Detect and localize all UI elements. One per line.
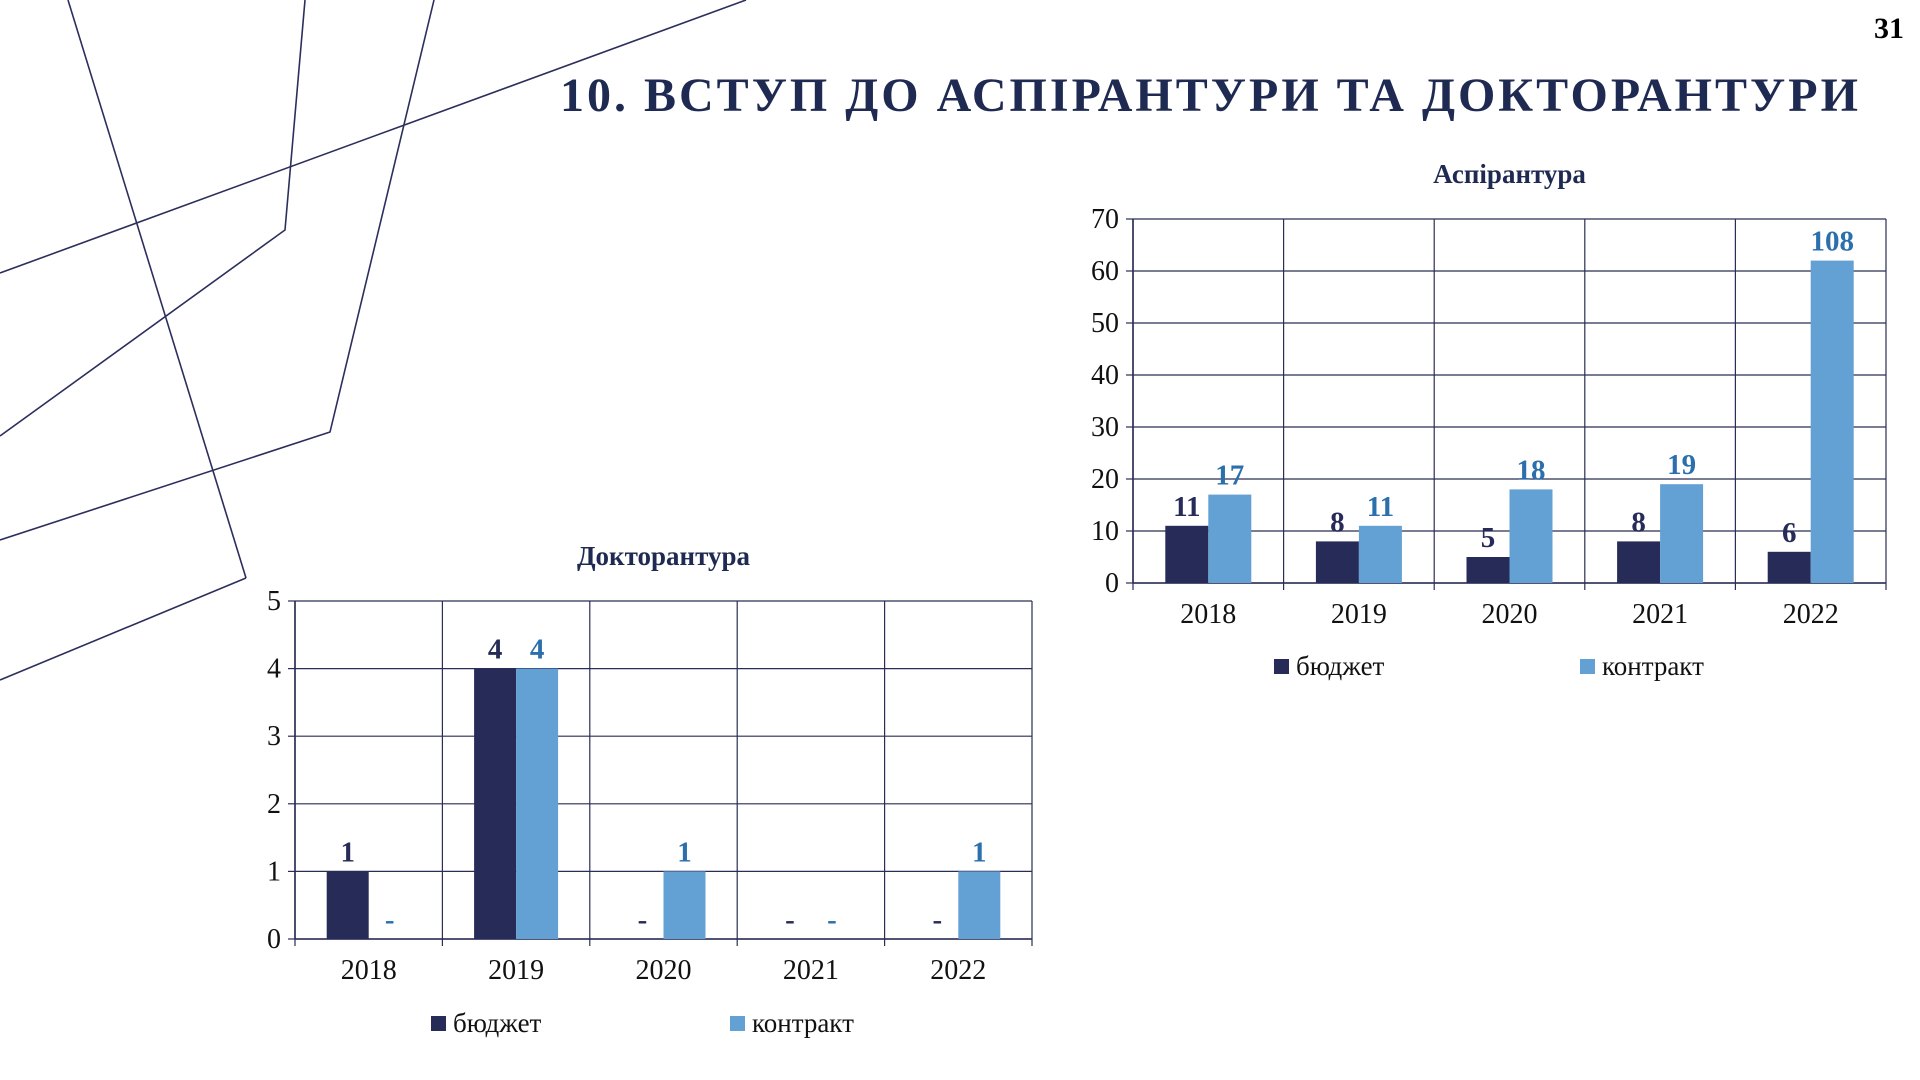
y-tick-label: 60 xyxy=(1091,256,1119,287)
x-tick-label: 2021 xyxy=(1632,599,1688,630)
data-label-budget: 8 xyxy=(1330,506,1345,538)
data-label-budget: 6 xyxy=(1782,517,1797,549)
y-tick-label: 0 xyxy=(267,924,281,955)
data-label-budget: - xyxy=(932,904,942,936)
y-tick-label: 4 xyxy=(267,654,281,685)
y-tick-label: 50 xyxy=(1091,308,1119,339)
legend-label-contract: контракт xyxy=(1602,651,1704,681)
bar-budget xyxy=(1466,557,1510,583)
bar-contract xyxy=(663,871,706,939)
legend-swatch-contract xyxy=(1580,659,1595,674)
data-label-budget: 5 xyxy=(1481,522,1496,554)
y-tick-label: 30 xyxy=(1091,412,1119,443)
data-label-contract: 19 xyxy=(1667,449,1696,481)
x-tick-label: 2018 xyxy=(341,955,397,986)
bar-contract xyxy=(1660,484,1704,583)
data-label-budget: 11 xyxy=(1173,491,1200,523)
y-tick-label: 20 xyxy=(1091,464,1119,495)
y-tick-label: 3 xyxy=(267,721,281,752)
legend-swatch-budget xyxy=(1274,659,1289,674)
y-tick-label: 70 xyxy=(1091,204,1119,235)
data-label-contract: 108 xyxy=(1810,226,1854,258)
data-label-budget: - xyxy=(785,904,795,936)
legend-label-contract: контракт xyxy=(752,1008,854,1038)
y-tick-label: 40 xyxy=(1091,360,1119,391)
chart-title: Докторантура xyxy=(577,541,751,571)
data-label-budget: 1 xyxy=(340,836,355,868)
data-label-contract: 1 xyxy=(677,836,692,868)
bar-contract xyxy=(1358,525,1402,583)
bar-budget xyxy=(474,668,517,939)
legend-swatch-contract xyxy=(730,1016,745,1031)
chart-title: Аспірантура xyxy=(1433,159,1586,189)
x-tick-label: 2022 xyxy=(930,955,986,986)
x-tick-label: 2019 xyxy=(1331,599,1387,630)
y-tick-label: 10 xyxy=(1091,516,1119,547)
bar-budget xyxy=(326,871,369,939)
legend-swatch-budget xyxy=(431,1016,446,1031)
bar-contract xyxy=(958,871,1001,939)
data-label-contract: 11 xyxy=(1367,491,1394,523)
x-tick-label: 2022 xyxy=(1783,599,1839,630)
bar-budget xyxy=(1315,541,1359,583)
data-label-budget: 8 xyxy=(1631,506,1646,538)
y-tick-label: 0 xyxy=(1105,568,1119,599)
bar-contract xyxy=(1509,489,1553,583)
data-label-budget: 4 xyxy=(488,634,503,666)
x-tick-label: 2020 xyxy=(1482,599,1538,630)
x-tick-label: 2020 xyxy=(636,955,692,986)
slide-title: 10. ВСТУП ДО АСПІРАНТУРИ ТА ДОКТОРАНТУРИ xyxy=(560,69,1861,122)
x-tick-label: 2019 xyxy=(488,955,544,986)
data-label-contract: 18 xyxy=(1517,454,1546,486)
y-tick-label: 5 xyxy=(267,586,281,617)
data-label-contract: - xyxy=(827,904,837,936)
y-tick-label: 2 xyxy=(267,789,281,820)
page-number: 31 xyxy=(1874,12,1904,45)
x-tick-label: 2021 xyxy=(783,955,839,986)
data-label-contract: 4 xyxy=(530,634,545,666)
bar-contract xyxy=(1208,494,1252,583)
data-label-budget: - xyxy=(638,904,648,936)
legend-label-budget: бюджет xyxy=(453,1008,542,1038)
y-tick-label: 1 xyxy=(267,856,281,887)
bar-budget xyxy=(1767,551,1811,583)
data-label-contract: 17 xyxy=(1215,460,1244,492)
bar-budget xyxy=(1165,525,1209,583)
bar-contract xyxy=(1810,260,1854,583)
legend-label-budget: бюджет xyxy=(1296,651,1385,681)
x-tick-label: 2018 xyxy=(1180,599,1236,630)
data-label-contract: - xyxy=(385,904,395,936)
data-label-contract: 1 xyxy=(972,836,987,868)
bar-contract xyxy=(516,668,559,939)
bar-budget xyxy=(1617,541,1661,583)
